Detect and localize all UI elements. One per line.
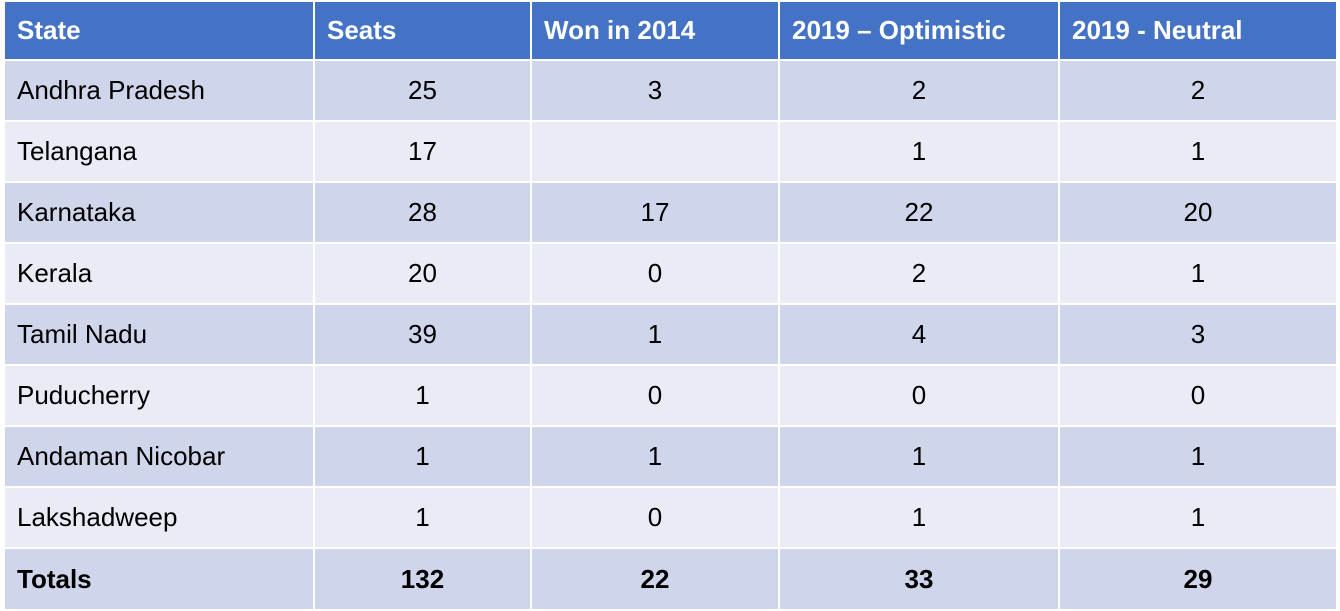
cell-optimistic: 2: [778, 59, 1060, 122]
seats-table: State Seats Won in 2014 2019 – Optimisti…: [3, 0, 1338, 611]
cell-neutral: 2: [1058, 59, 1338, 122]
cell-won-2014: 0: [530, 242, 780, 305]
header-won-2014: Won in 2014: [530, 0, 780, 61]
cell-optimistic: 22: [778, 181, 1060, 244]
cell-neutral: 1: [1058, 120, 1338, 183]
cell-optimistic: 2: [778, 242, 1060, 305]
cell-won-2014: [530, 120, 780, 183]
totals-seats: 132: [313, 547, 532, 611]
table-row: Karnataka 28 17 22 20: [3, 181, 1338, 244]
header-state: State: [3, 0, 315, 61]
totals-label: Totals: [3, 547, 315, 611]
cell-won-2014: 1: [530, 425, 780, 488]
cell-won-2014: 0: [530, 364, 780, 427]
table-row: Andaman Nicobar 1 1 1 1: [3, 425, 1338, 488]
cell-optimistic: 1: [778, 486, 1060, 549]
cell-won-2014: 17: [530, 181, 780, 244]
cell-state: Puducherry: [3, 364, 315, 427]
cell-seats: 1: [313, 425, 532, 488]
table-row: Andhra Pradesh 25 3 2 2: [3, 59, 1338, 122]
cell-neutral: 0: [1058, 364, 1338, 427]
table-row: Telangana 17 1 1: [3, 120, 1338, 183]
cell-neutral: 20: [1058, 181, 1338, 244]
cell-seats: 20: [313, 242, 532, 305]
cell-optimistic: 1: [778, 120, 1060, 183]
cell-won-2014: 1: [530, 303, 780, 366]
table-row: Tamil Nadu 39 1 4 3: [3, 303, 1338, 366]
cell-neutral: 1: [1058, 242, 1338, 305]
cell-state: Andhra Pradesh: [3, 59, 315, 122]
header-row: State Seats Won in 2014 2019 – Optimisti…: [3, 0, 1338, 61]
header-2019-optimistic: 2019 – Optimistic: [778, 0, 1060, 61]
cell-seats: 17: [313, 120, 532, 183]
header-2019-neutral: 2019 - Neutral: [1058, 0, 1338, 61]
cell-state: Kerala: [3, 242, 315, 305]
totals-neutral: 29: [1058, 547, 1338, 611]
cell-seats: 28: [313, 181, 532, 244]
cell-state: Tamil Nadu: [3, 303, 315, 366]
cell-seats: 39: [313, 303, 532, 366]
header-seats: Seats: [313, 0, 532, 61]
cell-state: Karnataka: [3, 181, 315, 244]
cell-optimistic: 1: [778, 425, 1060, 488]
cell-seats: 25: [313, 59, 532, 122]
table-row: Lakshadweep 1 0 1 1: [3, 486, 1338, 549]
totals-row: Totals 132 22 33 29: [3, 547, 1338, 611]
cell-neutral: 1: [1058, 486, 1338, 549]
table-row: Puducherry 1 0 0 0: [3, 364, 1338, 427]
cell-won-2014: 0: [530, 486, 780, 549]
cell-neutral: 3: [1058, 303, 1338, 366]
cell-optimistic: 4: [778, 303, 1060, 366]
cell-seats: 1: [313, 364, 532, 427]
totals-optimistic: 33: [778, 547, 1060, 611]
totals-won-2014: 22: [530, 547, 780, 611]
cell-optimistic: 0: [778, 364, 1060, 427]
cell-state: Telangana: [3, 120, 315, 183]
cell-state: Lakshadweep: [3, 486, 315, 549]
cell-state: Andaman Nicobar: [3, 425, 315, 488]
cell-neutral: 1: [1058, 425, 1338, 488]
cell-seats: 1: [313, 486, 532, 549]
cell-won-2014: 3: [530, 59, 780, 122]
table-row: Kerala 20 0 2 1: [3, 242, 1338, 305]
